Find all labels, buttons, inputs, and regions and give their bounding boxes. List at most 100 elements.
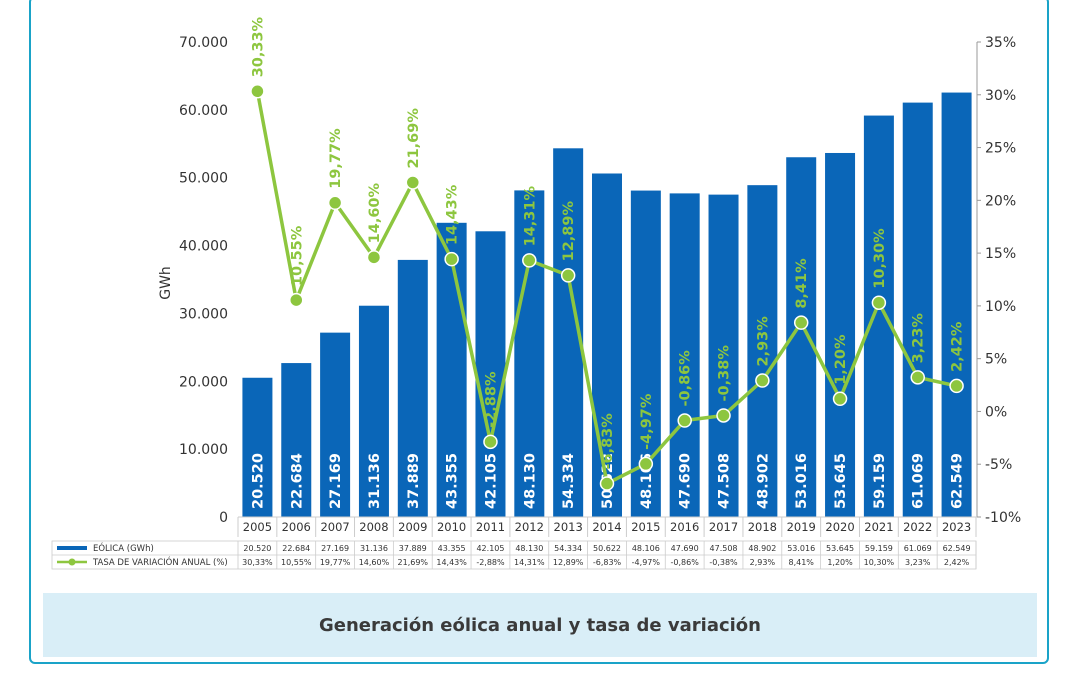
x-tick-label: 2013 bbox=[554, 520, 583, 534]
y2-tick-label: 0% bbox=[985, 404, 1007, 420]
data-table-cell: 53.016 bbox=[787, 544, 815, 553]
bar bbox=[242, 377, 273, 517]
data-table-cell: 2,93% bbox=[750, 558, 776, 567]
bar-value-label: 47.508 bbox=[717, 453, 733, 509]
bar bbox=[669, 193, 700, 517]
bar bbox=[281, 363, 312, 517]
bar-value-label: 20.520 bbox=[250, 453, 266, 509]
line-point bbox=[949, 378, 964, 394]
line-value-label: -6,83% bbox=[600, 413, 616, 470]
bar bbox=[514, 190, 545, 517]
data-table-cell: 43.355 bbox=[438, 544, 466, 553]
data-table-cell: -4,97% bbox=[632, 558, 661, 567]
line-point bbox=[405, 175, 421, 190]
line-value-label: 14,60% bbox=[367, 182, 383, 243]
data-table-cell: 31.136 bbox=[360, 544, 388, 553]
bar-value-label: 47.690 bbox=[678, 453, 694, 509]
line-value-label: -2,88% bbox=[483, 371, 499, 428]
line-value-label: 10,30% bbox=[872, 228, 888, 289]
bar-value-label: 59.159 bbox=[872, 453, 888, 509]
line-value-label: 30,33% bbox=[250, 16, 266, 77]
data-table-cell: 42.105 bbox=[476, 544, 504, 553]
data-table-cell: 53.645 bbox=[826, 544, 854, 553]
x-tick-label: 2020 bbox=[825, 520, 854, 534]
line-point bbox=[832, 391, 848, 407]
chart-caption: Generación eólica anual y tasa de variac… bbox=[318, 614, 761, 636]
wind-generation-chart: GWh 0 10.000 20.000 30.000 40.000 50.000 60.00… bbox=[51, 16, 1021, 570]
y-tick-label: 60.000 bbox=[179, 103, 228, 119]
line-point bbox=[755, 373, 770, 388]
x-tick-label: 2007 bbox=[320, 520, 349, 534]
bar-value-label: 31.136 bbox=[367, 453, 383, 509]
data-table-cell: 50.622 bbox=[593, 544, 621, 553]
x-tick-label: 2008 bbox=[359, 520, 388, 534]
data-table-cell: 54.334 bbox=[554, 544, 582, 553]
bar-value-label: 27.169 bbox=[328, 453, 344, 509]
line-point bbox=[560, 268, 576, 283]
data-table-cell: 2,42% bbox=[944, 558, 970, 567]
data-table-cell: 48.130 bbox=[515, 544, 543, 553]
data-table-cell: 30,33% bbox=[242, 558, 273, 567]
x-tick-label: 2006 bbox=[282, 520, 311, 534]
y2-tick-label: 15% bbox=[985, 246, 1016, 262]
bar bbox=[708, 194, 739, 518]
x-tick-label: 2011 bbox=[476, 520, 505, 534]
data-table-legend: EÓLICA (GWh) bbox=[93, 542, 154, 554]
bar bbox=[941, 92, 972, 517]
x-tick-label: 2012 bbox=[515, 520, 544, 534]
y-tick-label: 20.000 bbox=[179, 374, 228, 390]
line-point bbox=[599, 476, 615, 491]
data-table-cell: 61.069 bbox=[904, 544, 932, 553]
line-point bbox=[483, 434, 498, 450]
y-tick-label: 70.000 bbox=[179, 35, 228, 51]
bar-value-label: 48.130 bbox=[522, 453, 538, 509]
bar bbox=[902, 102, 933, 517]
data-table-legend: TASA DE VARIACIÓN ANUAL (%) bbox=[92, 556, 228, 568]
data-table-cell: -2,88% bbox=[476, 558, 505, 567]
bar bbox=[747, 185, 778, 518]
line-value-label: 2,42% bbox=[950, 321, 966, 372]
x-tick-label: 2009 bbox=[398, 520, 427, 534]
legend-key-bar bbox=[57, 546, 87, 550]
data-table-cell: 10,55% bbox=[281, 558, 312, 567]
y-tick-label: 0 bbox=[219, 510, 228, 526]
data-table-cell: 47.690 bbox=[671, 544, 699, 553]
x-tick-label: 2005 bbox=[243, 520, 272, 534]
x-tick-label: 2022 bbox=[903, 520, 932, 534]
bar-value-label: 42.105 bbox=[483, 453, 499, 509]
bar bbox=[320, 332, 351, 517]
bar-value-label: 22.684 bbox=[289, 453, 305, 509]
data-table-cell: 48.106 bbox=[632, 544, 660, 553]
x-tick-label: 2023 bbox=[942, 520, 971, 534]
bar-value-label: 62.549 bbox=[950, 453, 966, 509]
x-tick-label: 2015 bbox=[631, 520, 660, 534]
line-point bbox=[366, 250, 382, 265]
line-point bbox=[327, 195, 343, 211]
bar-value-label: 53.016 bbox=[794, 453, 810, 509]
line-value-label: 19,77% bbox=[328, 128, 344, 189]
data-table-cell: -6,83% bbox=[593, 558, 622, 567]
data-table-cell: 14,60% bbox=[359, 558, 390, 567]
chart-frame bbox=[29, 0, 1049, 664]
line-point bbox=[289, 292, 304, 308]
bar-value-label: 53.645 bbox=[833, 453, 849, 509]
line-value-label: 12,89% bbox=[561, 201, 577, 262]
data-table-cell: 3,23% bbox=[905, 558, 931, 567]
y-tick-label: 50.000 bbox=[179, 171, 228, 187]
caption-box: Generación eólica anual y tasa de variac… bbox=[43, 593, 1037, 657]
line-value-label: -0,38% bbox=[717, 345, 733, 402]
line-value-label: 1,20% bbox=[833, 334, 849, 385]
line-value-label: 8,41% bbox=[794, 258, 810, 309]
y-axis-label: GWh bbox=[158, 266, 174, 300]
x-tick-label: 2014 bbox=[592, 520, 621, 534]
legend-key-marker bbox=[68, 558, 76, 566]
line-value-label: -0,86% bbox=[678, 350, 694, 407]
data-table-cell: 14,31% bbox=[514, 558, 545, 567]
y2-tick-label: 25% bbox=[985, 141, 1016, 157]
data-table-cell: 10,30% bbox=[864, 558, 895, 567]
x-tick-label: 2019 bbox=[787, 520, 816, 534]
y2-tick-label: 10% bbox=[985, 299, 1016, 315]
data-table-cell: 47.508 bbox=[710, 544, 738, 553]
data-table-cell: 20.520 bbox=[243, 544, 271, 553]
data-table-cell: 21,69% bbox=[398, 558, 429, 567]
